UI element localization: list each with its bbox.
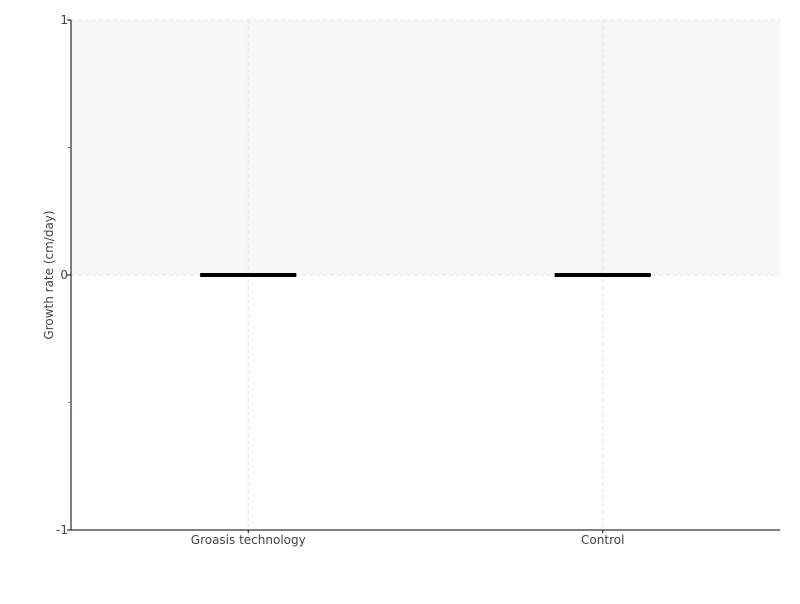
y-axis-label: Growth rate (cm/day) [42, 210, 56, 339]
axis-ticks: 1 0 -1 Groasis technology Control [56, 13, 624, 547]
y-tick-label: -1 [56, 523, 68, 537]
x-tick-label: Groasis technology [191, 533, 306, 547]
shaded-band [71, 20, 780, 275]
box-0 [200, 273, 297, 277]
box-1 [554, 273, 651, 277]
boxes [200, 273, 651, 277]
shaded-band-rect [71, 20, 780, 275]
x-tick-label: Control [581, 533, 624, 547]
y-tick-label: 1 [60, 13, 68, 27]
y-tick-label: 0 [60, 268, 68, 282]
